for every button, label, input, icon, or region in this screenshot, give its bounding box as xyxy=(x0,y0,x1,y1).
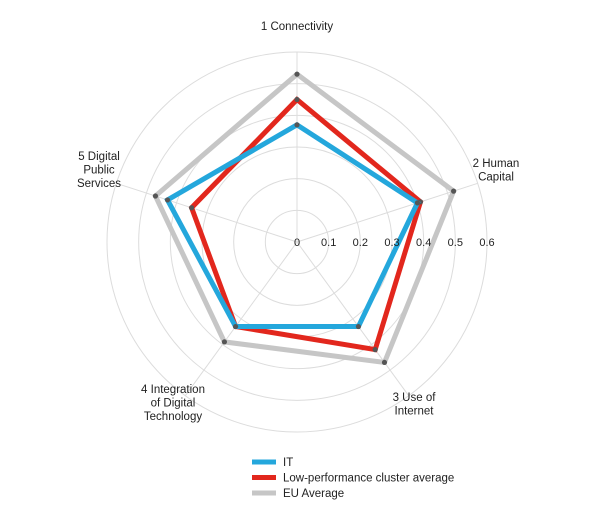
axis-label: 1 Connectivity xyxy=(261,21,333,33)
axis-label: Technology xyxy=(144,411,202,423)
legend: IT Low-performance cluster average EU Aver… xyxy=(252,457,454,500)
axis-label: Internet xyxy=(395,406,435,418)
series-point xyxy=(451,188,457,194)
series-point xyxy=(221,339,228,345)
axis-label: of Digital xyxy=(151,398,196,410)
series-point xyxy=(294,71,300,77)
grid-spoke xyxy=(116,182,298,243)
series-line-2 xyxy=(164,121,421,330)
tick-label: 0.1 xyxy=(321,237,336,249)
axis-label: 5 Digital xyxy=(78,151,120,163)
series-point xyxy=(414,200,421,206)
legend-label: Low-performance cluster average xyxy=(283,473,454,485)
series-line-1 xyxy=(188,96,424,353)
axis-labels: 1 Connectivity 2 Human Capital 3 Use of Inte… xyxy=(77,21,519,423)
tick-label: 0.6 xyxy=(479,237,494,249)
grid-spoke xyxy=(184,241,298,397)
series-point xyxy=(294,96,300,103)
series-point xyxy=(372,347,378,353)
legend-label: IT xyxy=(283,457,293,469)
tick-label: 0.2 xyxy=(353,237,368,249)
tick-label: 0.4 xyxy=(416,237,431,249)
axis-label: 4 Integration xyxy=(141,384,205,396)
axis-label: 2 Human xyxy=(473,158,520,170)
series-point xyxy=(188,205,195,211)
series-point xyxy=(294,122,300,128)
legend-label: EU Average xyxy=(283,488,344,500)
axis-label: 3 Use of xyxy=(393,392,437,404)
axis-label: Capital xyxy=(478,172,514,184)
grid xyxy=(106,51,488,433)
tick-label: 0 xyxy=(294,237,300,249)
series-line-0 xyxy=(152,70,457,366)
series-point xyxy=(381,359,388,366)
grid-spoke xyxy=(296,241,410,397)
axis-label: Public xyxy=(83,165,115,177)
series-point xyxy=(355,323,362,330)
series-layer xyxy=(152,70,457,366)
axis-label: Services xyxy=(77,178,121,190)
tick-label: 0.5 xyxy=(448,237,463,249)
grid-spoke xyxy=(296,182,478,243)
series-point xyxy=(164,197,171,203)
series-point xyxy=(232,323,239,330)
series-point xyxy=(152,193,159,199)
radial-ticks: 0 0.1 0.2 0.3 0.4 0.5 0.6 xyxy=(294,237,495,249)
tick-label: 0.3 xyxy=(384,237,399,249)
